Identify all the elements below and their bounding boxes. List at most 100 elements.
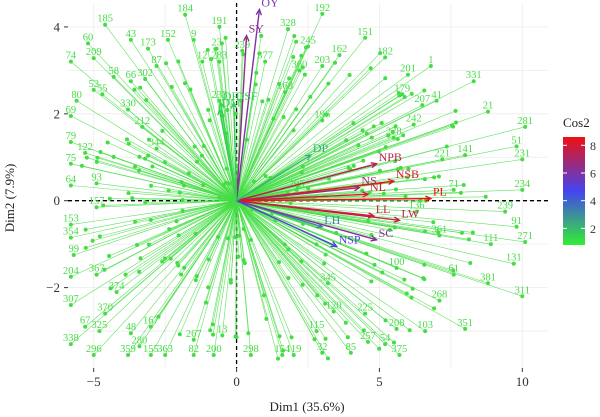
individual-ray — [236, 200, 440, 301]
individual-point — [217, 98, 222, 103]
individual-point — [217, 24, 222, 29]
individual-ray — [236, 200, 489, 284]
individual-ray — [109, 200, 237, 257]
individual-point — [194, 159, 199, 164]
individual-point — [193, 278, 198, 283]
individual-point — [140, 124, 145, 129]
individual-ray — [207, 109, 237, 201]
individual-label: 361 — [432, 224, 448, 235]
individual-ray — [236, 61, 266, 201]
individual-ray — [148, 139, 237, 201]
individual-point — [83, 150, 88, 155]
individual-point — [471, 79, 476, 84]
individual-point — [234, 208, 239, 213]
individual-point — [160, 128, 165, 133]
individual-point — [188, 87, 193, 92]
variable-arrowhead — [330, 241, 339, 248]
individual-ray — [236, 74, 306, 201]
individual-point — [390, 129, 395, 134]
individual-point — [414, 209, 419, 214]
individual-ray — [236, 126, 396, 201]
individual-point — [163, 352, 168, 357]
individual-point — [326, 81, 331, 86]
individual-point — [418, 198, 423, 203]
individual-ray — [236, 200, 289, 279]
individual-point — [422, 277, 427, 282]
individual-point — [257, 51, 262, 56]
individual-point — [451, 268, 456, 273]
individual-ray — [236, 126, 374, 201]
individual-ray — [193, 200, 237, 356]
variable-label: LW — [401, 206, 419, 220]
individual-ray — [99, 200, 237, 332]
individual-ray — [165, 63, 237, 201]
individual-point — [351, 121, 356, 126]
variable-label: DP — [313, 141, 329, 155]
individual-point — [360, 128, 365, 133]
individual-point — [68, 59, 73, 64]
individual-point — [299, 170, 304, 175]
individual-ray — [236, 200, 417, 212]
individual-label: 239 — [497, 201, 513, 212]
individual-label: 245 — [300, 35, 316, 46]
individual-point — [294, 39, 299, 44]
individual-ray — [164, 200, 237, 356]
individual-ray — [236, 35, 295, 201]
individual-point — [451, 272, 456, 277]
individual-point — [434, 98, 439, 103]
individual-point — [163, 256, 168, 261]
individual-point — [199, 153, 204, 158]
individual-point — [246, 331, 251, 336]
individual-label: 239 — [234, 40, 250, 51]
individual-ray — [139, 200, 237, 347]
individual-point — [364, 131, 369, 136]
individual-point — [219, 41, 224, 46]
individual-point — [308, 94, 313, 99]
individual-ray — [236, 78, 290, 201]
individual-point — [300, 65, 305, 70]
individual-point — [68, 235, 73, 240]
x-tick-label: 10 — [516, 374, 529, 389]
individual-point — [437, 298, 442, 303]
individual-point — [68, 274, 73, 279]
individual-label: 221 — [434, 148, 450, 159]
individual-point — [128, 79, 133, 84]
individual-point — [514, 224, 519, 229]
individual-ray — [236, 200, 386, 345]
individual-point — [216, 234, 221, 239]
individual-point — [253, 82, 258, 87]
individual-point — [114, 289, 119, 294]
individual-point — [237, 233, 242, 238]
individual-label: 351 — [457, 318, 473, 329]
individual-point — [437, 233, 442, 238]
individual-label: 115 — [309, 320, 324, 331]
individual-point — [191, 337, 196, 342]
variable-label: PL — [433, 185, 447, 199]
variable-arrowhead — [217, 107, 224, 116]
individual-label: 99 — [68, 244, 79, 255]
individual-point — [383, 76, 388, 81]
individual-label: 21 — [483, 101, 494, 112]
individual-label: 67 — [80, 316, 91, 327]
individual-point — [363, 311, 368, 316]
individual-point — [299, 259, 304, 264]
individual-point — [470, 230, 475, 235]
individual-point — [126, 107, 130, 112]
individual-ray — [236, 200, 252, 355]
individual-point — [133, 219, 138, 224]
individual-point — [387, 227, 392, 232]
individual-label: 200 — [206, 344, 222, 355]
variable-label: DSF — [236, 89, 258, 103]
variable-arrow — [236, 200, 377, 241]
individual-point — [266, 97, 271, 102]
individual-point — [315, 293, 320, 298]
individual-point — [320, 350, 325, 355]
individual-point — [143, 156, 148, 161]
variable-arrow — [236, 186, 360, 202]
individual-point — [179, 180, 184, 185]
individual-point — [383, 55, 388, 60]
individual-ray — [110, 200, 237, 289]
individual-points — [68, 11, 528, 361]
individual-point — [84, 155, 89, 160]
individual-point — [523, 124, 528, 129]
